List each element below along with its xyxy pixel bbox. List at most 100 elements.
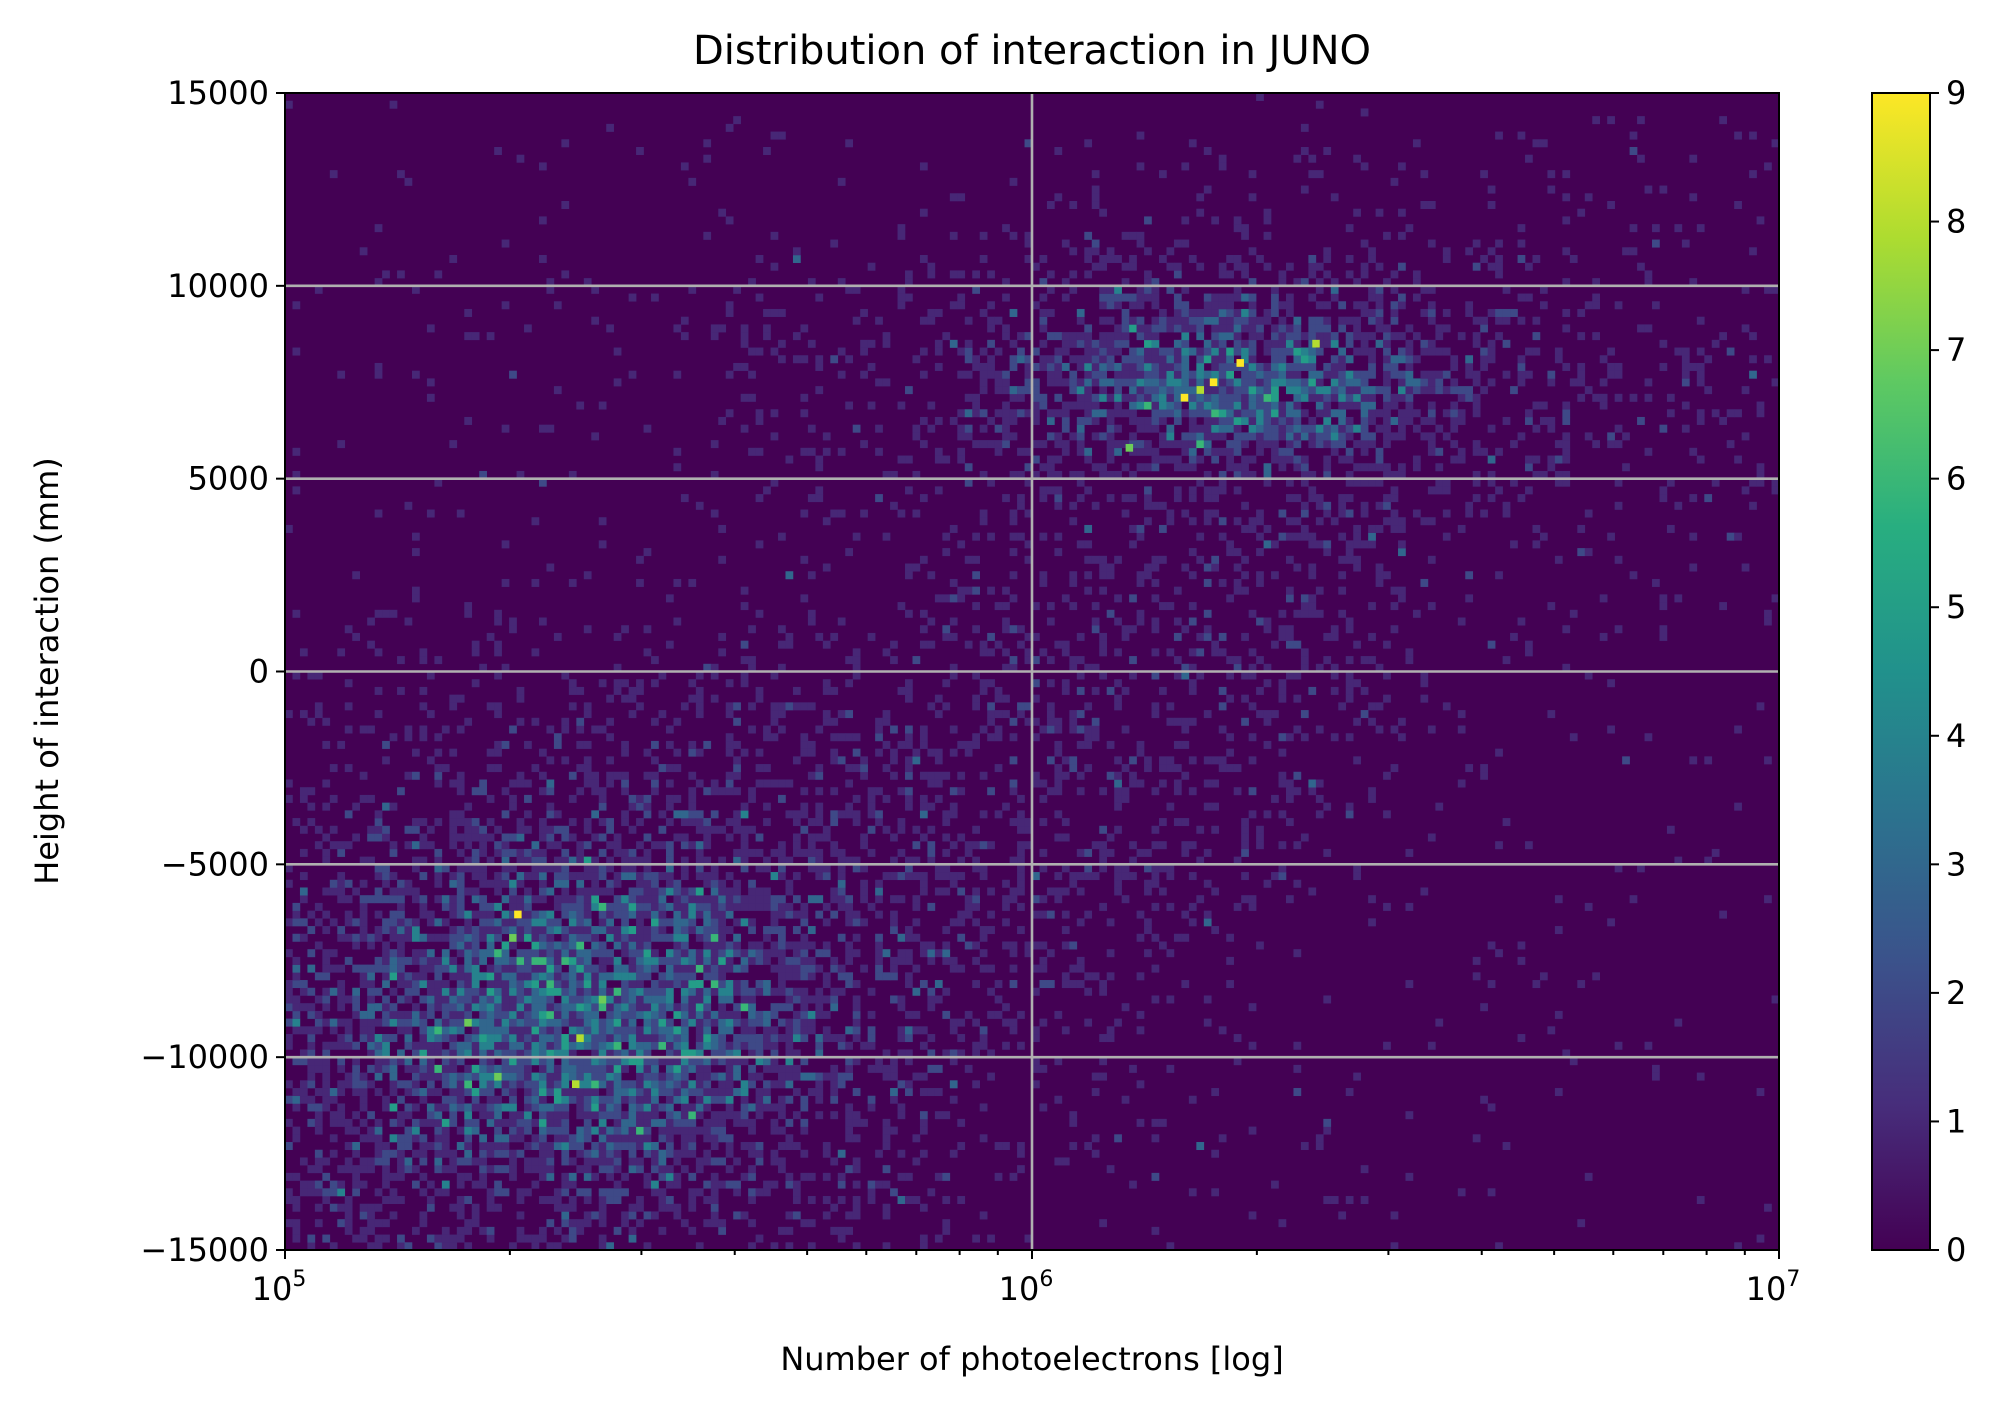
heatmap-bin: [1076, 386, 1085, 395]
heatmap-bin: [591, 1126, 600, 1135]
heatmap-bin: [494, 1095, 502, 1104]
heatmap-bin: [538, 956, 547, 965]
heatmap-bin: [314, 1088, 323, 1097]
heatmap-bin: [606, 1103, 614, 1112]
heatmap-bin: [337, 995, 346, 1004]
heatmap-bin: [860, 440, 868, 449]
heatmap-bin: [837, 177, 846, 186]
heatmap-bin: [419, 656, 428, 665]
heatmap-bin: [1226, 254, 1234, 263]
heatmap-bin: [546, 1172, 555, 1181]
heatmap-bin: [1002, 879, 1010, 888]
heatmap-bin: [695, 825, 704, 834]
heatmap-bin: [1121, 393, 1130, 402]
heatmap-bin: [1002, 918, 1010, 927]
heatmap-bin: [1248, 378, 1257, 387]
heatmap-bin: [860, 509, 868, 518]
heatmap-bin: [897, 301, 906, 310]
heatmap-bin: [479, 918, 487, 927]
heatmap-bin: [546, 864, 555, 873]
heatmap-bin: [718, 1134, 727, 1143]
heatmap-bin: [292, 980, 301, 989]
heatmap-bin: [441, 949, 450, 958]
heatmap-bin: [636, 941, 644, 950]
heatmap-bin: [382, 1180, 390, 1189]
heatmap-bin: [807, 841, 816, 850]
heatmap-bin: [397, 170, 405, 179]
heatmap-bin: [1061, 401, 1070, 410]
heatmap-bin: [621, 810, 629, 819]
heatmap-bin: [942, 532, 951, 541]
heatmap-bin: [598, 818, 607, 827]
heatmap-bin: [1009, 663, 1018, 672]
heatmap-bin: [1211, 779, 1220, 788]
heatmap-bin: [1203, 146, 1212, 155]
heatmap-bin: [770, 131, 779, 140]
heatmap-bin: [1158, 254, 1167, 263]
heatmap-bin: [658, 1003, 667, 1012]
heatmap-bin: [1218, 262, 1227, 271]
heatmap-bin: [307, 818, 316, 827]
heatmap-bin: [785, 902, 794, 911]
heatmap-bin: [1084, 393, 1093, 402]
heatmap-bin: [1218, 632, 1227, 641]
heatmap-bin: [979, 517, 988, 526]
heatmap-bin: [703, 972, 712, 981]
heatmap-bin: [733, 879, 741, 888]
heatmap-bin: [718, 1118, 727, 1127]
heatmap-bin: [389, 972, 398, 981]
heatmap-bin: [792, 926, 801, 935]
heatmap-bin: [449, 694, 458, 703]
heatmap-bin: [905, 926, 913, 935]
heatmap-bin: [1054, 532, 1063, 541]
heatmap-bin: [621, 1172, 629, 1181]
heatmap-bin: [695, 686, 704, 695]
heatmap-bin: [964, 355, 973, 364]
heatmap-bin: [411, 949, 420, 958]
heatmap-bin: [830, 686, 839, 695]
heatmap-bin: [509, 933, 517, 942]
heatmap-bin: [748, 794, 756, 803]
heatmap-bin: [964, 841, 973, 850]
heatmap-bin: [792, 1049, 801, 1058]
heatmap-bin: [1099, 262, 1107, 271]
heatmap-bin: [875, 810, 883, 819]
heatmap-bin: [1039, 316, 1048, 325]
heatmap-bin: [972, 941, 981, 950]
heatmap-bin: [1151, 278, 1160, 287]
heatmap-bin: [314, 1103, 323, 1112]
heatmap-bin: [471, 895, 480, 904]
heatmap-bin: [1106, 254, 1115, 263]
heatmap-bin: [553, 895, 562, 904]
heatmap-bin: [606, 887, 614, 896]
heatmap-bin: [636, 972, 644, 981]
heatmap-bin: [285, 100, 293, 109]
heatmap-bin: [688, 949, 697, 958]
heatmap-bin: [710, 787, 719, 796]
heatmap-bin: [680, 1219, 689, 1228]
heatmap-bin: [1002, 432, 1010, 441]
heatmap-bin: [1061, 424, 1070, 433]
heatmap-bin: [531, 1080, 540, 1089]
heatmap-bin: [367, 1018, 375, 1027]
heatmap-bin: [382, 1149, 390, 1158]
heatmap-bin: [1039, 1103, 1048, 1112]
heatmap-bin: [733, 1034, 741, 1043]
heatmap-bin: [367, 895, 375, 904]
heatmap-bin: [1188, 717, 1197, 726]
heatmap-bin: [651, 1088, 659, 1097]
heatmap-bin: [1002, 941, 1010, 950]
heatmap-bin: [397, 1242, 405, 1250]
heatmap-bin: [359, 910, 368, 919]
heatmap-bin: [927, 424, 936, 433]
heatmap-bin: [725, 1064, 734, 1073]
heatmap-bin: [695, 1242, 704, 1250]
heatmap-bin: [1009, 941, 1018, 950]
heatmap-bin: [710, 949, 719, 958]
heatmap-bin: [404, 733, 413, 742]
heatmap-bin: [434, 1003, 443, 1012]
heatmap-bin: [919, 1111, 928, 1120]
heatmap-bin: [852, 933, 861, 942]
heatmap-bin: [404, 1088, 413, 1097]
heatmap-bin: [1009, 177, 1018, 186]
